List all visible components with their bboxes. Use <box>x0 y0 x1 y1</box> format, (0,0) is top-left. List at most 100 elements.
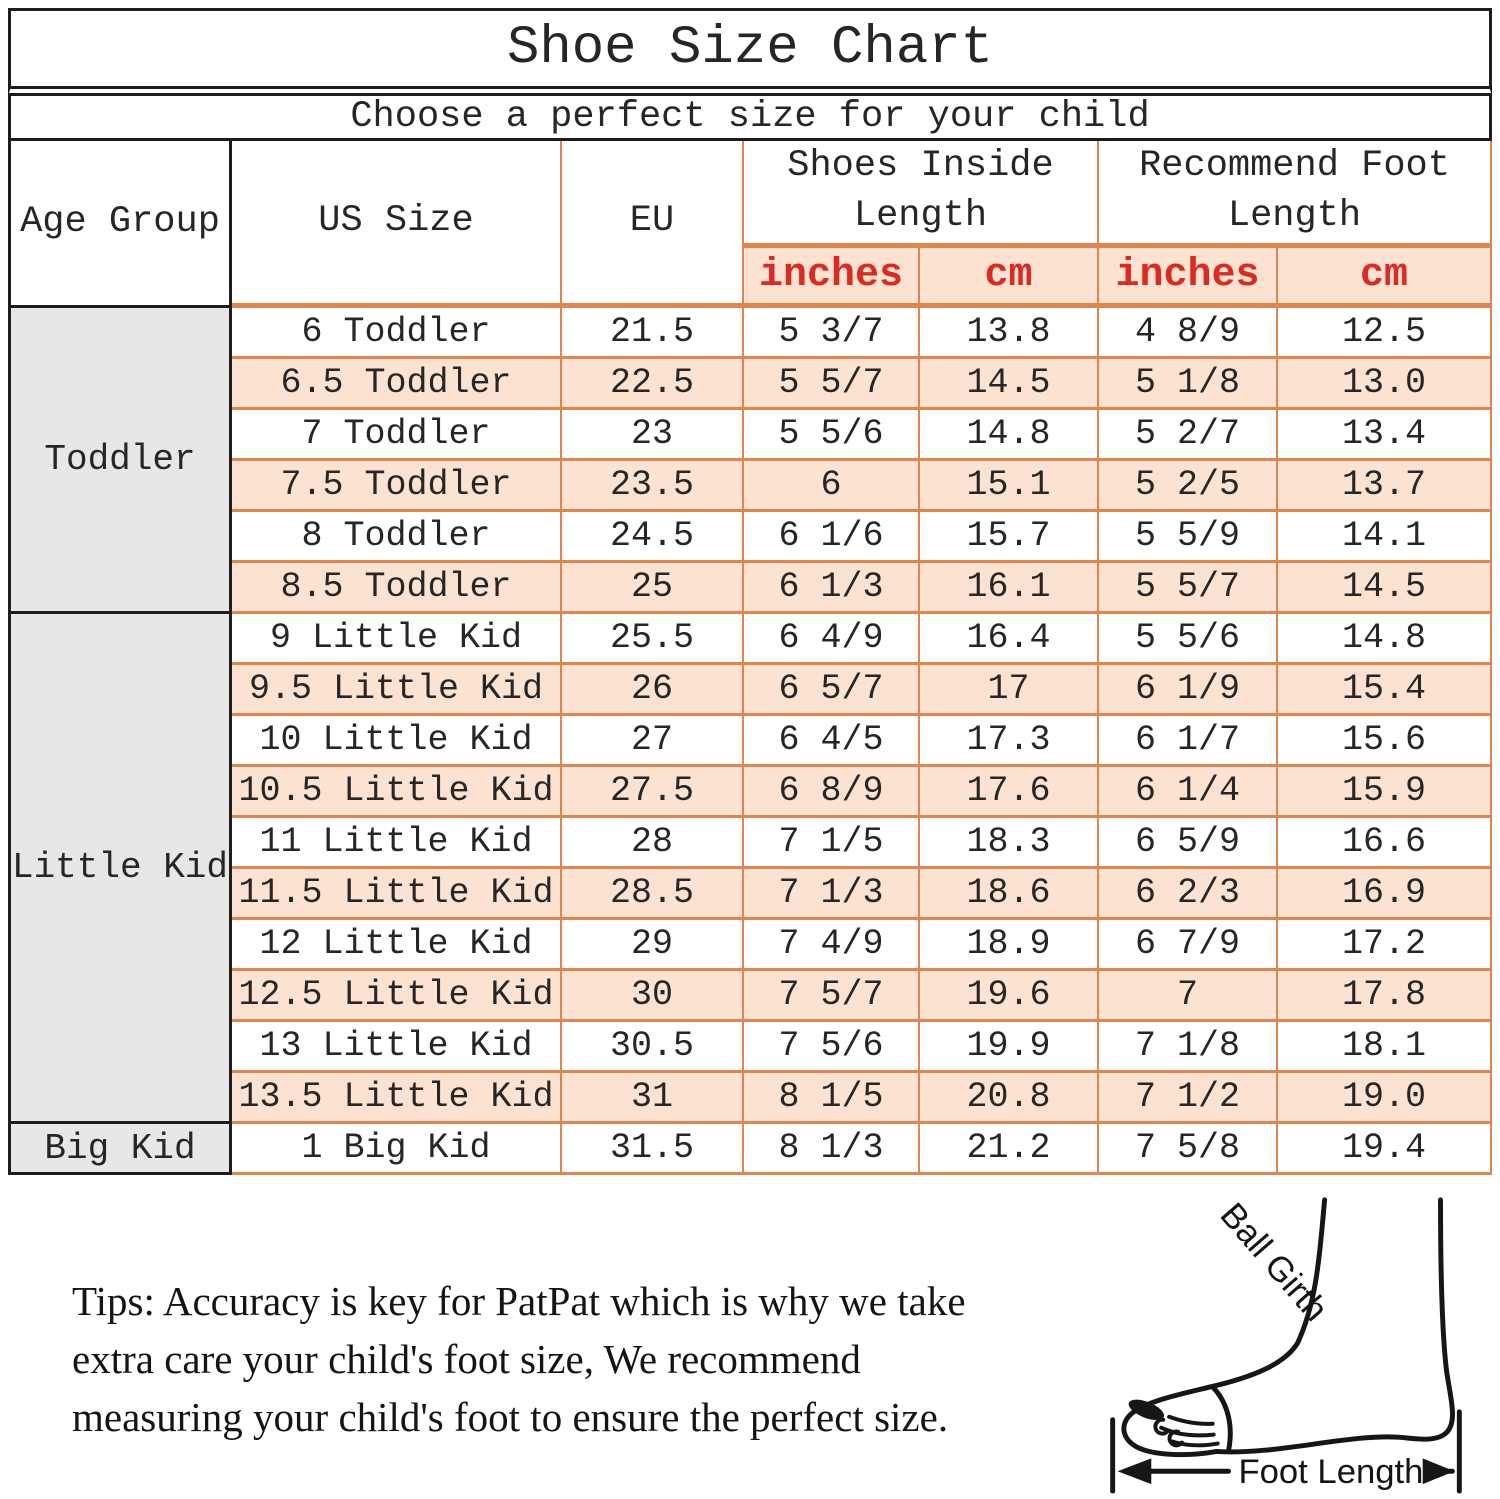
table-row: 13 Little Kid 30.5 7 5/6 19.9 7 1/8 18.1 <box>8 1022 1493 1073</box>
header-us-size: US Size <box>232 141 562 308</box>
table-row: 7 Toddler 23 5 5/6 14.8 5 2/7 13.4 <box>8 410 1493 461</box>
foot-toe-lines <box>1167 1429 1184 1448</box>
measure-arrowhead-right <box>1422 1458 1455 1485</box>
size-cell: 16.4 <box>920 614 1099 665</box>
size-cell: 6 1/3 <box>744 563 920 614</box>
foot-toe-lines <box>1159 1425 1216 1438</box>
size-cell: 25.5 <box>562 614 744 665</box>
size-cell: 28 <box>562 818 744 869</box>
table-row: 9.5 Little Kid 26 6 5/7 17 6 1/9 15.4 <box>8 665 1493 716</box>
size-cell: 18.6 <box>920 869 1099 920</box>
size-cell: 17 <box>920 665 1099 716</box>
size-cell: 19.6 <box>920 971 1099 1022</box>
size-cell: 14.5 <box>920 359 1099 410</box>
size-cell: 13.7 <box>1278 461 1493 512</box>
size-table-body: Shoe Size Chart Choose a perfect size fo… <box>8 8 1493 1175</box>
size-cell: 23.5 <box>562 461 744 512</box>
size-cell: 5 5/6 <box>744 410 920 461</box>
table-row: Little Kid 9 Little Kid 25.5 6 4/9 16.4 5 5/6… <box>8 614 1493 1124</box>
table-row: 10.5 Little Kid 27.5 6 8/9 17.6 6 1/4 15.9 <box>8 767 1493 818</box>
size-cell: 12.5 Little Kid <box>232 971 562 1022</box>
size-cell: 11.5 Little Kid <box>232 869 562 920</box>
subheader-foot-inches: inches <box>1099 248 1278 308</box>
size-cell: 6 7/9 <box>1099 920 1278 971</box>
table-row: 10 Little Kid 27 6 4/5 17.3 6 1/7 15.6 <box>8 716 1493 767</box>
table-row: Toddler 6 Toddler 21.5 5 3/7 13.8 4 8/9 12.5 <box>8 308 1493 614</box>
size-cell: 5 5/6 <box>1099 614 1278 665</box>
foot-toe-lines <box>1170 1439 1220 1448</box>
size-cell: 7 5/8 <box>1099 1124 1278 1175</box>
size-cell: 7 4/9 <box>744 920 920 971</box>
size-cell: 4 8/9 <box>1099 308 1278 359</box>
foot-front-outline <box>1207 1197 1328 1390</box>
measure-arrowhead-left <box>1117 1458 1152 1485</box>
subheader-row: inches cm inches cm <box>8 248 1493 308</box>
table-row: 13.5 Little Kid 31 8 1/5 20.8 7 1/2 19.0 <box>8 1073 1493 1124</box>
size-cell: 6 <box>744 461 920 512</box>
size-cell: 5 5/7 <box>744 359 920 410</box>
size-cell: 20.8 <box>920 1073 1099 1124</box>
foot-toe-cap <box>1121 1384 1220 1458</box>
size-cell: 17.2 <box>1278 920 1493 971</box>
subheader-shoes-cm: cm <box>920 248 1099 308</box>
size-cell: 26 <box>562 665 744 716</box>
size-cell: 8 1/5 <box>744 1073 920 1124</box>
subheader-foot-cm: cm <box>1278 248 1493 308</box>
size-cell: 6 5/9 <box>1099 818 1278 869</box>
foot-toe-cap-edge <box>1211 1385 1233 1453</box>
size-cell: 15.9 <box>1278 767 1493 818</box>
size-cell: 13 Little Kid <box>232 1022 562 1073</box>
size-cell: 13.4 <box>1278 410 1493 461</box>
size-cell: 7 1/2 <box>1099 1073 1278 1124</box>
tips-line: Tips: Accuracy is key for PatPat which i… <box>72 1278 966 1324</box>
size-cell: 27 <box>562 716 744 767</box>
size-cell: 6.5 Toddler <box>232 359 562 410</box>
size-cell: 6 1/4 <box>1099 767 1278 818</box>
size-cell: 15.1 <box>920 461 1099 512</box>
size-cell: 17.6 <box>920 767 1099 818</box>
size-cell: 6 Toddler <box>232 308 562 359</box>
size-cell: 19.9 <box>920 1022 1099 1073</box>
table-row: 11 Little Kid 28 7 1/5 18.3 6 5/9 16.6 <box>8 818 1493 869</box>
size-cell: 30.5 <box>562 1022 744 1073</box>
header-row: Age Group US Size EU Shoes Inside Length… <box>8 141 1493 308</box>
size-cell: 16.6 <box>1278 818 1493 869</box>
size-cell: 6 5/7 <box>744 665 920 716</box>
size-cell: 28.5 <box>562 869 744 920</box>
size-cell: 23 <box>562 410 744 461</box>
size-cell: 8 Toddler <box>232 512 562 563</box>
size-cell: 7 <box>1099 971 1278 1022</box>
table-row: 7.5 Toddler 23.5 6 15.1 5 2/5 13.7 <box>8 461 1493 512</box>
size-cell: 7 1/5 <box>744 818 920 869</box>
table-row: 12 Little Kid 29 7 4/9 18.9 6 7/9 17.2 <box>8 920 1493 971</box>
table-row: 12.5 Little Kid 30 7 5/7 19.6 7 17.8 <box>8 971 1493 1022</box>
size-cell: 21.2 <box>920 1124 1099 1175</box>
size-cell: 9.5 Little Kid <box>232 665 562 716</box>
size-cell: 13.5 Little Kid <box>232 1073 562 1124</box>
size-cell: 22.5 <box>562 359 744 410</box>
size-cell: 30 <box>562 971 744 1022</box>
header-shoes-inside-length: Shoes Inside Length <box>744 141 1099 248</box>
size-cell: 5 5/9 <box>1099 512 1278 563</box>
tips-line: measuring your child's foot to ensure th… <box>72 1394 949 1440</box>
subtitle-row: Choose a perfect size for your child <box>8 96 1493 141</box>
size-cell: 16.9 <box>1278 869 1493 920</box>
foot-toe-lines <box>1153 1417 1170 1436</box>
table-row: 6.5 Toddler 22.5 5 5/7 14.5 5 1/8 13.0 <box>8 359 1493 410</box>
size-cell: 6 8/9 <box>744 767 920 818</box>
size-cell: 6 4/9 <box>744 614 920 665</box>
size-cell: 18.1 <box>1278 1022 1493 1073</box>
size-cell: 7 1/8 <box>1099 1022 1278 1073</box>
size-cell: 31.5 <box>562 1124 744 1175</box>
size-cell: 5 5/7 <box>1099 563 1278 614</box>
size-cell: 14.5 <box>1278 563 1493 614</box>
age-group-cell: Toddler <box>8 308 232 614</box>
size-cell: 18.3 <box>920 818 1099 869</box>
size-cell: 6 1/6 <box>744 512 920 563</box>
size-cell: 11 Little Kid <box>232 818 562 869</box>
size-cell: 8 1/3 <box>744 1124 920 1175</box>
size-cell: 27.5 <box>562 767 744 818</box>
size-cell: 9 Little Kid <box>232 614 562 665</box>
size-cell: 17.3 <box>920 716 1099 767</box>
size-cell: 10.5 Little Kid <box>232 767 562 818</box>
